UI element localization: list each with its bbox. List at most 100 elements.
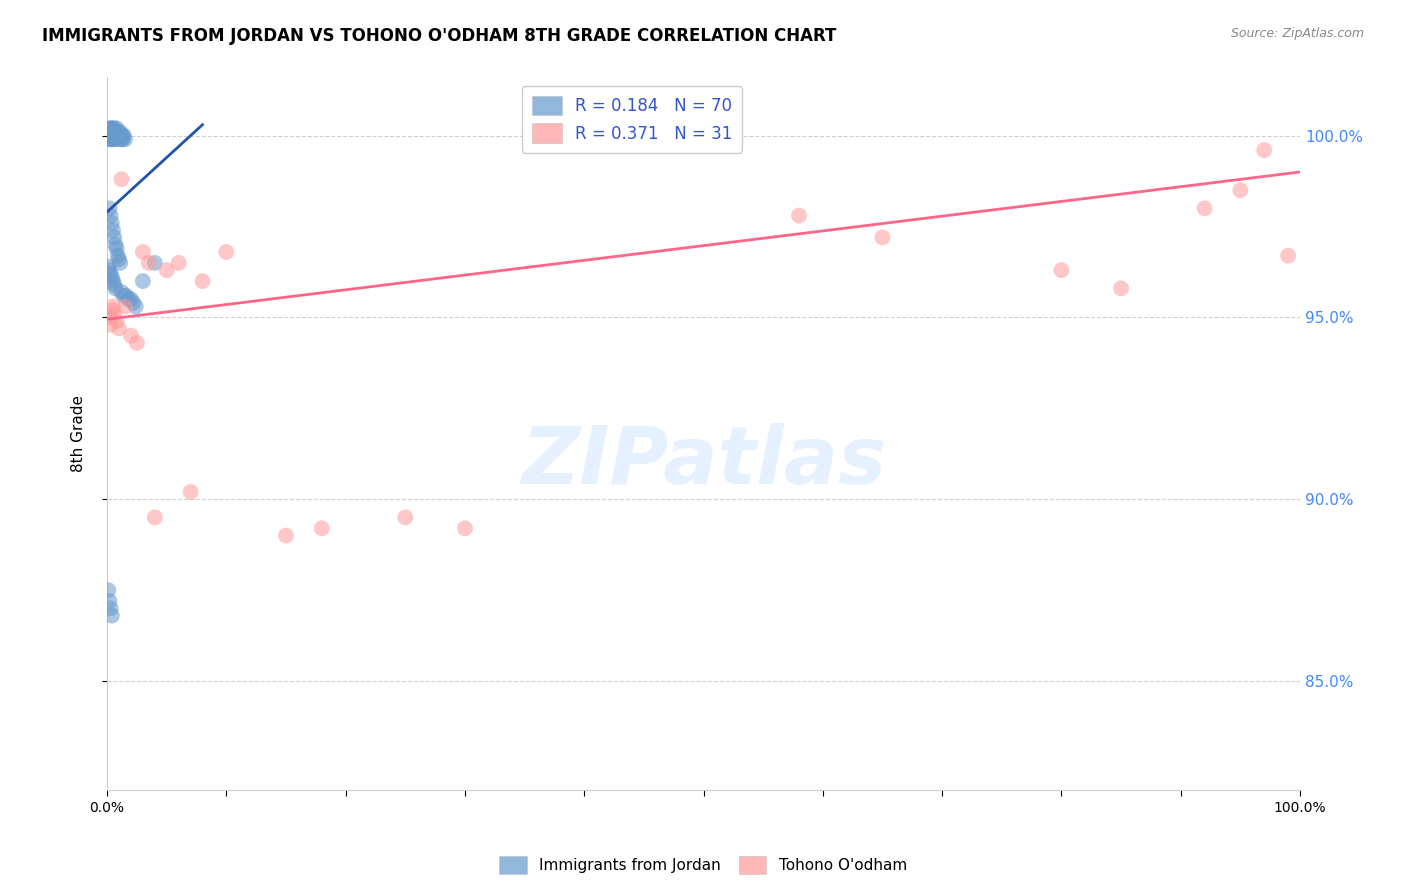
Point [98, 121, 121, 136]
Point [101, 132, 124, 146]
Point [100, 128, 122, 143]
Point [872, 230, 894, 244]
Point [274, 528, 297, 542]
Point [114, 132, 136, 146]
Point [103, 125, 125, 139]
Point [98, 125, 121, 139]
Point [107, 128, 129, 143]
Point [100, 128, 122, 143]
Point [101, 608, 124, 623]
Point [107, 249, 129, 263]
Point [122, 296, 145, 310]
Point [125, 335, 148, 350]
Point [394, 510, 416, 524]
Point [100, 318, 122, 332]
Point [108, 125, 131, 139]
Point [156, 263, 179, 277]
Point [111, 132, 134, 146]
Point [105, 128, 128, 143]
Point [110, 128, 132, 143]
Point [101, 125, 124, 139]
Point [1277, 249, 1299, 263]
Point [98, 310, 121, 325]
Point [1109, 281, 1132, 295]
Point [454, 521, 477, 535]
Point [100, 121, 122, 136]
Point [103, 307, 125, 321]
Point [105, 121, 128, 136]
Point [101, 216, 124, 230]
Point [100, 132, 122, 146]
Point [112, 288, 135, 302]
Point [104, 125, 127, 139]
Point [101, 303, 124, 318]
Point [104, 128, 127, 143]
Point [101, 132, 124, 146]
Point [1253, 143, 1275, 157]
Point [103, 121, 125, 136]
Point [787, 209, 810, 223]
Point [110, 285, 132, 299]
Point [101, 121, 124, 136]
Point [105, 314, 128, 328]
Point [105, 125, 128, 139]
Point [101, 125, 124, 139]
Point [215, 244, 238, 259]
Point [110, 132, 132, 146]
Text: IMMIGRANTS FROM JORDAN VS TOHONO O'ODHAM 8TH GRADE CORRELATION CHART: IMMIGRANTS FROM JORDAN VS TOHONO O'ODHAM… [42, 27, 837, 45]
Point [111, 128, 134, 143]
Point [98, 594, 121, 608]
Point [98, 202, 121, 216]
Text: Source: ZipAtlas.com: Source: ZipAtlas.com [1230, 27, 1364, 40]
Point [120, 292, 142, 306]
Point [311, 521, 333, 535]
Point [103, 230, 125, 244]
Point [1050, 263, 1073, 277]
Text: ZIPatlas: ZIPatlas [522, 424, 886, 501]
Point [97, 128, 120, 143]
Point [143, 510, 166, 524]
Point [97, 583, 120, 598]
Point [143, 256, 166, 270]
Point [108, 252, 131, 267]
Point [105, 241, 128, 255]
Point [180, 485, 202, 500]
Point [98, 263, 121, 277]
Point [98, 128, 121, 143]
Point [108, 321, 131, 335]
Point [100, 601, 122, 615]
Point [167, 256, 190, 270]
Point [125, 300, 148, 314]
Point [104, 237, 127, 252]
Point [117, 292, 139, 306]
Point [100, 125, 122, 139]
Point [104, 132, 127, 146]
Point [108, 128, 131, 143]
Point [104, 281, 127, 295]
Point [110, 172, 132, 186]
Point [107, 125, 129, 139]
Point [1229, 183, 1251, 197]
Point [101, 300, 124, 314]
Point [191, 274, 214, 288]
Point [108, 128, 131, 143]
Point [132, 244, 155, 259]
Point [120, 328, 142, 343]
Point [97, 125, 120, 139]
Point [100, 209, 122, 223]
Y-axis label: 8th Grade: 8th Grade [72, 395, 86, 472]
Point [100, 267, 122, 281]
Point [114, 300, 136, 314]
Point [101, 128, 124, 143]
Point [101, 274, 124, 288]
Point [1194, 202, 1216, 216]
Point [98, 132, 121, 146]
Legend: R = 0.184   N = 70, R = 0.371   N = 31: R = 0.184 N = 70, R = 0.371 N = 31 [522, 86, 742, 153]
Point [101, 128, 124, 143]
Point [108, 256, 131, 270]
Point [101, 121, 124, 136]
Point [103, 128, 125, 143]
Point [101, 223, 124, 237]
Point [103, 277, 125, 292]
Point [97, 260, 120, 274]
